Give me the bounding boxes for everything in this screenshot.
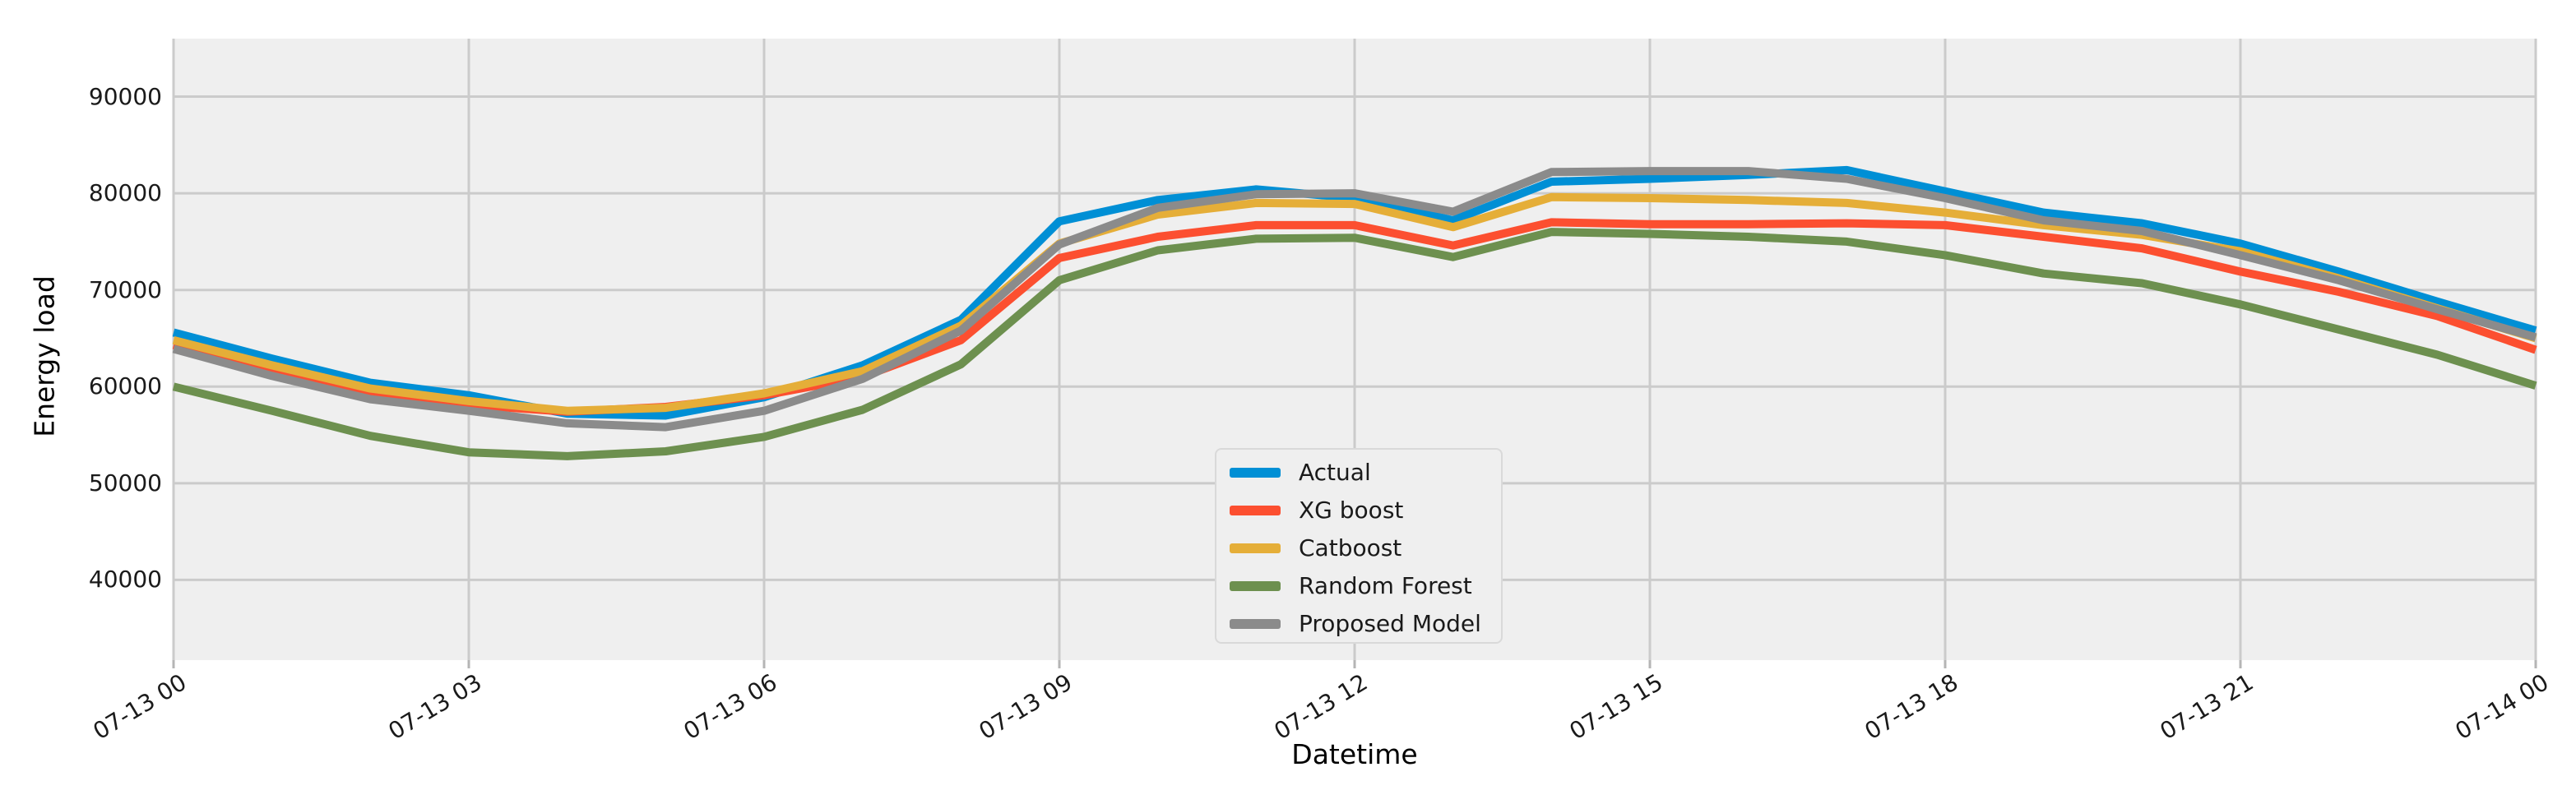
legend-label: Actual	[1299, 459, 1371, 486]
legend-swatch	[1230, 581, 1281, 591]
y-tick-label: 70000	[88, 275, 162, 303]
y-tick-label: 60000	[88, 372, 162, 400]
y-tick-label: 80000	[88, 179, 162, 207]
legend-label: Proposed Model	[1299, 610, 1481, 637]
legend-item-random-forest: Random Forest	[1216, 567, 1501, 605]
legend-label: Catboost	[1299, 534, 1402, 561]
legend-label: Random Forest	[1299, 572, 1472, 599]
legend-item-proposed-model: Proposed Model	[1216, 605, 1501, 643]
legend-item-xg-boost: XG boost	[1216, 492, 1501, 529]
y-tick-label: 40000	[88, 566, 162, 594]
series-line-proposed-model	[172, 167, 2537, 432]
y-tick-label: 50000	[88, 469, 162, 497]
legend-swatch	[1230, 619, 1281, 629]
legend-label: XG boost	[1299, 497, 1404, 524]
series-line-random-forest	[172, 228, 2537, 460]
y-axis-label: Energy load	[28, 275, 61, 437]
legend-swatch	[1230, 506, 1281, 515]
legend-item-catboost: Catboost	[1216, 529, 1501, 567]
legend-item-actual: Actual	[1216, 454, 1501, 492]
legend-swatch	[1230, 468, 1281, 478]
legend-swatch	[1230, 543, 1281, 553]
x-axis-label: Datetime	[1291, 738, 1418, 770]
y-tick-label: 90000	[88, 82, 162, 110]
legend: Actual XG boost Catboost Random Forest Propo…	[1215, 448, 1503, 644]
